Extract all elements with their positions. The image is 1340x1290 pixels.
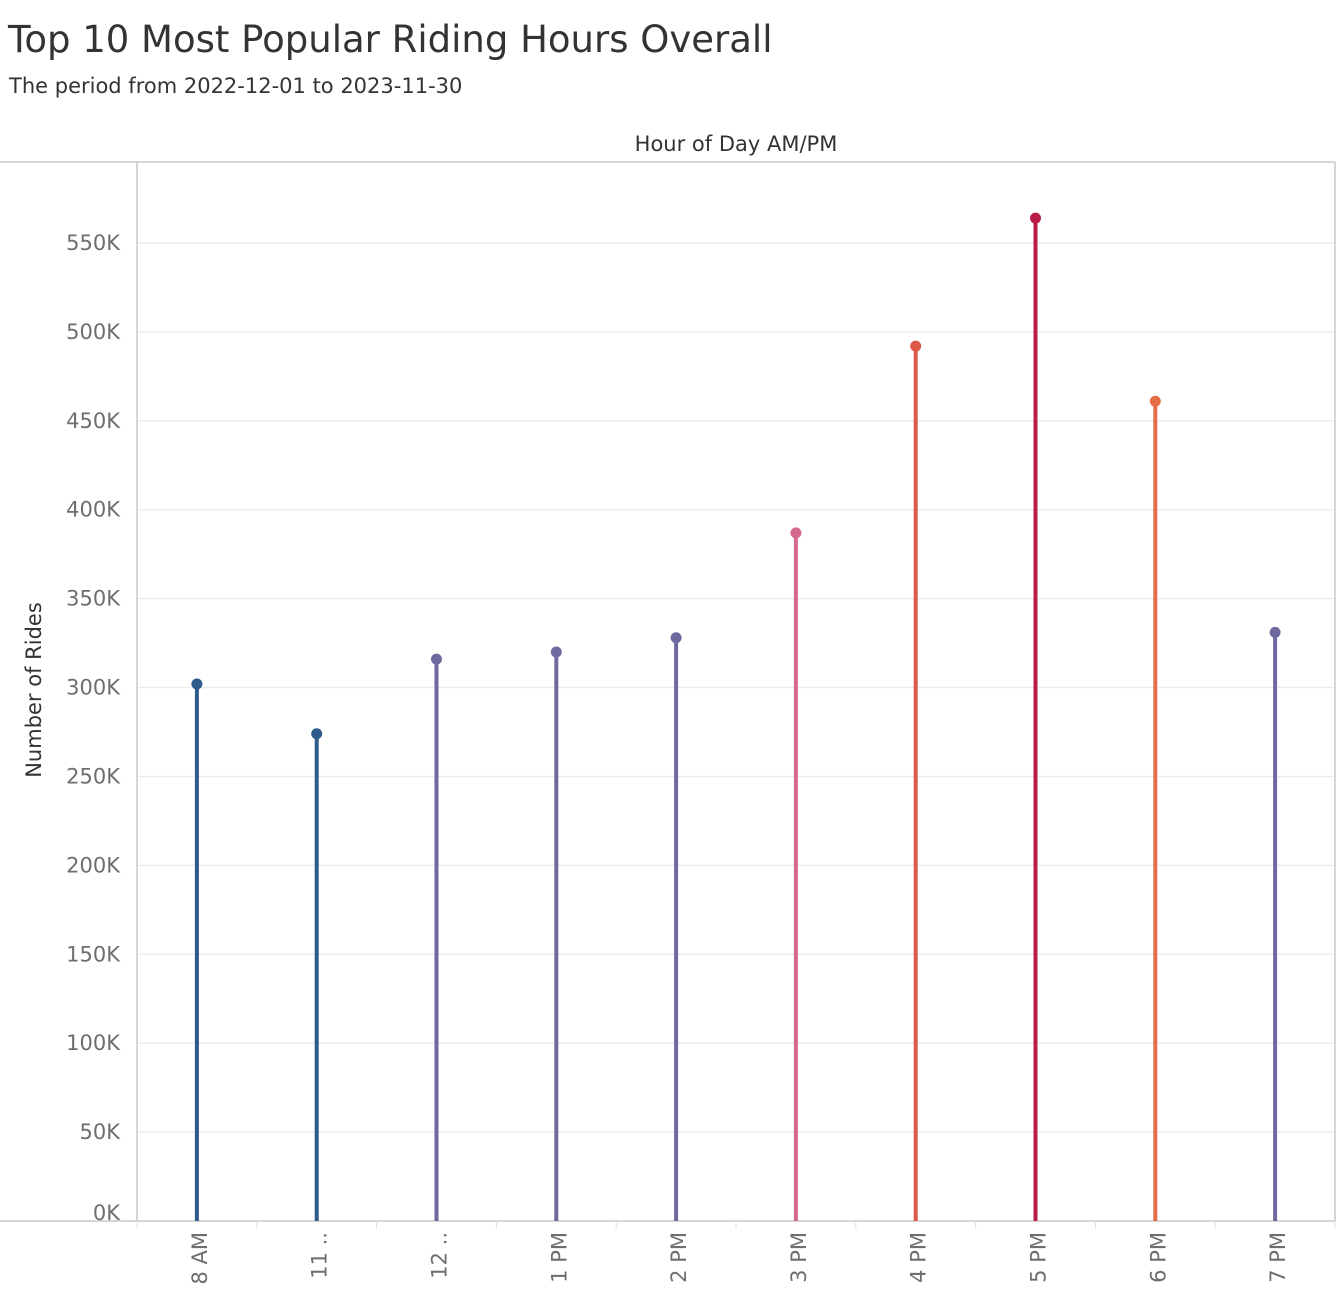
lollipop-point <box>191 678 203 690</box>
chart-title: Top 10 Most Popular Riding Hours Overall <box>8 18 773 61</box>
gridlines <box>137 242 1335 1133</box>
y-tick-label: 100K <box>66 1031 121 1055</box>
lollipop-point <box>790 527 802 539</box>
lollipop-point <box>670 632 682 644</box>
lollipop-point <box>1269 626 1281 638</box>
lollipop-point <box>910 340 922 352</box>
y-axis-title: Number of Rides <box>22 602 46 778</box>
chart-subtitle: The period from 2022-12-01 to 2023-11-30 <box>9 74 463 98</box>
x-tick-label: 4 PM <box>907 1232 931 1283</box>
y-tick-label: 50K <box>80 1120 122 1144</box>
lollipop-marks <box>191 212 1281 1221</box>
y-tick-label: 400K <box>66 498 121 522</box>
y-tick-label: 500K <box>66 320 121 344</box>
x-axis-title: Hour of Day AM/PM <box>635 132 838 156</box>
y-tick-label: 150K <box>66 942 121 966</box>
lollipop-point <box>550 646 562 658</box>
x-tick-label: 7 PM <box>1266 1232 1290 1283</box>
lollipop-point <box>311 728 323 740</box>
x-tick-label: 8 AM <box>188 1232 212 1285</box>
y-axis-ticks: 0K 50K 100K 150K 200K 250K 300K 350K 400K 450K 500… <box>66 231 121 1225</box>
lollipop-point <box>1149 395 1161 407</box>
y-tick-label: 250K <box>66 764 121 788</box>
y-tick-label: 0K <box>93 1201 121 1225</box>
x-tick-label: 1 PM <box>547 1232 571 1283</box>
y-tick-label: 550K <box>66 231 121 255</box>
x-tick-label: 12 .. <box>428 1232 452 1279</box>
y-tick-label: 450K <box>66 409 121 433</box>
x-tick-label: 3 PM <box>787 1232 811 1283</box>
x-tick-label: 6 PM <box>1146 1232 1170 1283</box>
y-tick-label: 350K <box>66 587 121 611</box>
y-tick-label: 300K <box>66 676 121 700</box>
lollipop-point <box>431 653 442 665</box>
y-tick-label: 200K <box>66 853 121 877</box>
lollipop-point <box>1030 212 1041 224</box>
x-tick-label: 2 PM <box>667 1232 691 1283</box>
plot-frame <box>0 161 1336 1229</box>
x-axis-ticks: 8 AM 11 .. 12 .. 1 PM 2 PM 3 PM 4 PM 5 PM 6 PM 7 … <box>188 1232 1290 1285</box>
x-tick-label: 5 PM <box>1027 1232 1051 1283</box>
x-tick-label: 11 .. <box>308 1232 332 1279</box>
